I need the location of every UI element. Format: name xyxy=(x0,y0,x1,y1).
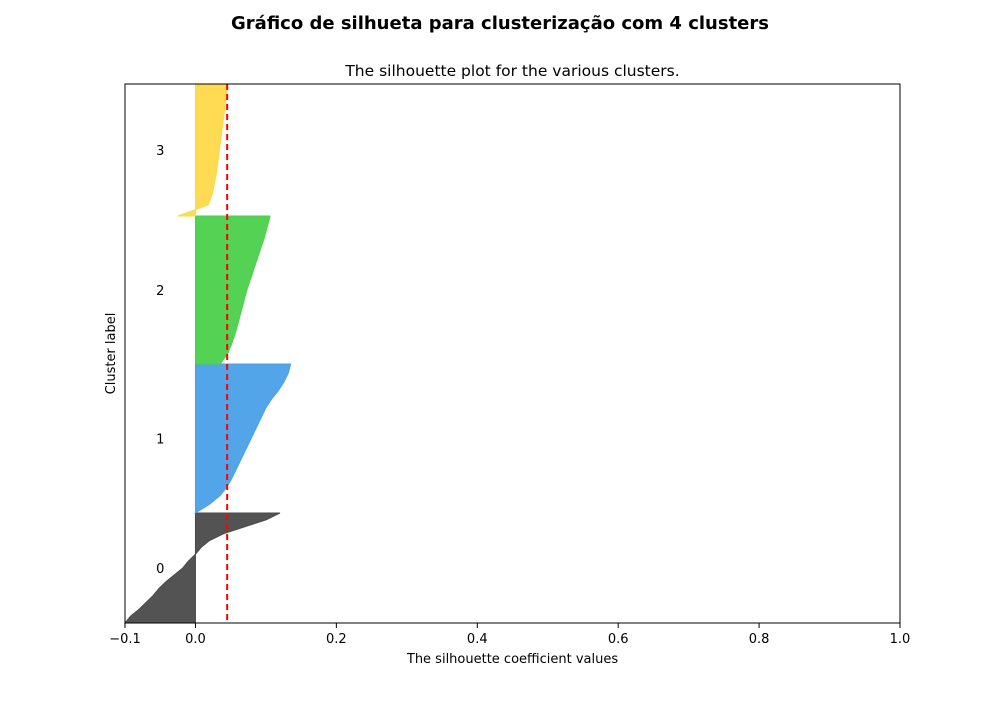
x-tick-label: −0.1 xyxy=(109,632,141,647)
x-tick-label: 0.6 xyxy=(608,632,629,647)
cluster-2-label: 2 xyxy=(156,284,164,299)
chart-title: The silhouette plot for the various clus… xyxy=(344,62,679,80)
x-tick-label: 0.8 xyxy=(749,632,770,647)
x-tick-label: 0.4 xyxy=(467,632,488,647)
figure-suptitle: Gráfico de silhueta para clusterização c… xyxy=(231,13,769,34)
x-tick-label: 0.0 xyxy=(185,632,206,647)
x-tick-label: 0.2 xyxy=(326,632,347,647)
cluster-2-silhouette xyxy=(194,215,271,365)
cluster-0-silhouette xyxy=(123,512,281,624)
cluster-3-label: 3 xyxy=(156,144,164,159)
x-tick-layer: −0.1 0.0 0.2 0.4 0.6 0.8 1.0 xyxy=(109,623,910,647)
plot-frame xyxy=(124,83,901,624)
x-tick-label: 1.0 xyxy=(890,632,911,647)
x-axis-label: The silhouette coefficient values xyxy=(406,652,618,667)
cluster-layer xyxy=(123,83,292,624)
cluster-1-silhouette xyxy=(193,363,292,514)
cluster-0-label: 0 xyxy=(156,562,164,577)
cluster-1-label: 1 xyxy=(156,433,164,448)
cluster-3-silhouette xyxy=(177,83,229,217)
y-axis-label: Cluster label xyxy=(104,313,119,395)
cluster-label-layer: 0 1 2 3 xyxy=(156,144,164,577)
